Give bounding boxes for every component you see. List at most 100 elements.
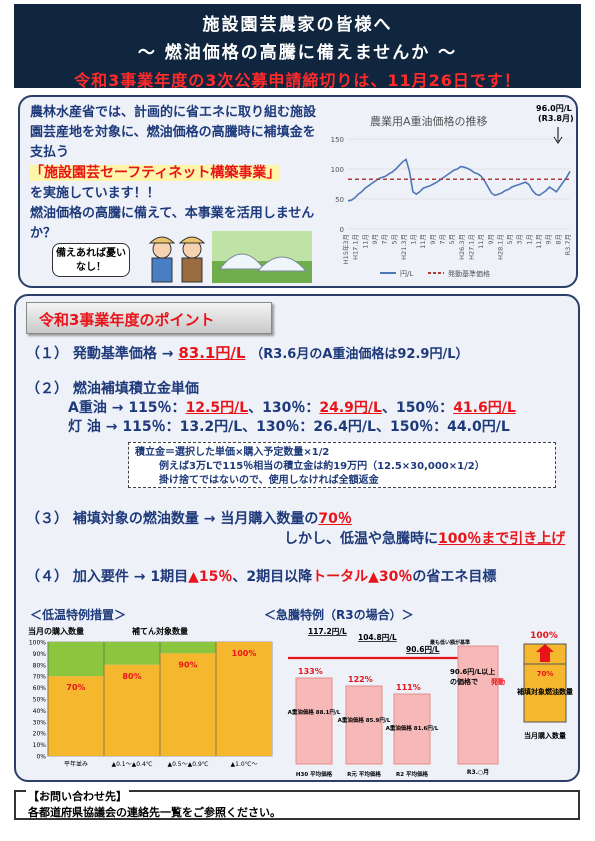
callout-price: 96.0円/L [536,104,572,113]
subsidy-bar [104,664,160,756]
low-temp-ylabel: 当月の購入数量 [28,626,84,636]
surge-pct: 133% [298,667,323,676]
note-line2: 例えば3万Lで115％相当の積立金は約19万円（12.5×30,000×1/2） [159,461,485,472]
legend-line-label: 円/L [400,270,413,278]
right-caption: 当月購入数量 [524,731,566,740]
surge-pct: 111% [396,683,421,692]
subsidy-bar [160,653,216,756]
purchase-excess-bar [104,642,160,665]
x-tick-label: 11月 [361,234,369,249]
point-4: （４） 加入要件 → 1期目▲15％、2期目以降トータル▲30％の省エネ目標 [26,566,496,586]
x-tick-label: 7月 [381,234,389,245]
y-tick-label: 20% [33,731,47,738]
pct-label: 100% [232,649,257,658]
a-value3: 41.6円/L [453,400,516,416]
intro-p1: 農林水産省では、計画的に省エネに取り組む施設園芸産地を対象に、燃油価格の高騰時に… [30,105,317,160]
y-tick-label: 80% [33,662,47,669]
point3-line2a: しかし、低温や急騰時に [284,531,438,547]
right-box [523,663,567,723]
surge-bar [345,685,383,765]
a-value2: 24.9円/L [319,400,382,416]
greenhouse-illustration [212,231,312,283]
point3-text: 当月購入数量の [220,511,319,527]
right-box-label: 補填対象燃油数量 [516,687,573,696]
surge-bar [295,677,333,765]
x-tick-label: 5月 [448,234,456,245]
a-heavy-oil-price-chart: 農業用A重油価格の推移 96.0円/L (R3.8月) 150 100 50 0 H1… [331,104,574,278]
x-tick-label: 9月 [487,234,495,245]
speech-bubble: 備えあれば憂いなし！ [52,243,130,277]
surge-price-label: 90.6円/L [406,645,440,654]
surge-bar-text: A重油価格 85.9円/L [338,716,391,724]
x-tick-label: H17.1月 [352,234,360,260]
category-label: ▲1.0℃～ [231,761,258,768]
header-line1: 施設園芸農家の皆様へ [202,15,393,35]
point4-d: トータル▲30％ [312,569,413,585]
point1-label: （１） 発動基準価格 → [26,346,174,362]
points-title: 令和3事業年度のポイント [26,302,272,334]
y-tick-label: 0 [340,226,344,234]
surge-bar-text: A重油価格 81.6円/L [386,724,439,732]
x-tick-label: 9月 [545,234,553,245]
point-1: （１） 発動基準価格 → 83.1円/L （R3.6月のA重油価格は92.9円/… [26,342,469,363]
farmers-illustration [148,236,206,283]
surge-bar-label: R2 平均価格 [396,770,428,778]
right-pct-top: 100% [530,631,558,641]
x-tick-label: 7月 [439,234,447,245]
surge-price-label: 104.8円/L [358,633,397,642]
point-2-a-heavy: A重油 → 115％：12.5円/L、130％：24.9円/L、150％：41.… [68,397,516,417]
pct-label: 70% [66,683,85,692]
x-tick-label: 1月 [410,234,418,245]
y-tick-label: 10% [33,742,47,749]
low-temp-title: ＜低温特例措置＞ [30,608,127,622]
y-tick-label: 40% [33,708,47,715]
contact-box: 【お問い合わせ先】 各都道府県協議会の連絡先一覧をご参照ください。 [14,788,580,820]
trigger-text3: 発動 [490,677,505,686]
callout-date: (R3.8月) [538,114,574,123]
surge-title: ＜急騰特例（R3の場合）＞ [264,608,414,622]
pct-label: 80% [122,672,141,681]
project-name: 「施設園芸セーフティネット構築事業」 [30,165,281,181]
r3-label: R3.○月 [467,768,489,776]
category-label: 平年並み [64,760,88,768]
category-label: ▲0.5～▲0.9℃ [167,761,208,768]
point1-value: 83.1円/L [178,344,246,362]
header-deadline: 令和3事業年度の3次公募申請締切りは、11月26日です！ [74,71,521,90]
x-tick-label: 8月 [554,234,562,245]
point4-e: の省エネ目標 [412,569,497,585]
surge-pct: 122% [348,675,373,684]
kerosene-label: 灯 油 → [68,419,118,435]
x-tick-label: 11月 [477,234,485,249]
kerosene-rates: 115％：13.2円/L、130％：26.4円/L、150％：44.0円/L [122,419,510,435]
x-tick-label: 11月 [535,234,543,249]
low-temp-chart: 当月の購入数量 補てん対象数量 100% 90% 80% 70% 60% 50% 40% 30… [28,626,273,768]
note-line3: 掛け捨てではないので、使用しなければ全額返金 [159,475,379,486]
intro-p3: 燃油価格の高騰に備えて、本事業を活用しませんか？ [30,206,315,241]
contact-body: 各都道府県協議会の連絡先一覧をご参照ください。 [28,806,281,819]
r3-bar [457,645,499,765]
a-value1: 12.5円/L [185,400,249,416]
x-tick-label: H15年3月 [341,234,350,264]
point1-note: （R3.6月のA重油価格は92.9円/L） [250,347,469,362]
note-line1: 積立金＝選択した単価×購入予定数量×1/2 [135,447,330,458]
points-box: 令和3事業年度のポイント （１） 発動基準価格 → 83.1円/L （R3.6月… [14,294,580,782]
point3-label: （３） 補填対象の燃油数量 → [26,511,216,527]
point-3-line2: しかし、低温や急騰時に100％まで引き上げ [284,528,565,548]
point3-line2b: 100％まで引き上げ [438,531,566,547]
x-tick-label: H21.3月 [400,234,408,260]
point4-label: （４） 加入要件 → [26,569,146,585]
chart-title: 農業用A重油価格の推移 [370,114,488,128]
reserve-note-box: 積立金＝選択した単価×購入予定数量×1/2 例えば3万Lで115％相当の積立金は… [128,442,556,488]
x-tick-label: H27.1月 [467,234,475,260]
point-2-label: （２） 燃油補填積立金単価 [26,381,199,397]
y-tick-label: 50% [33,697,47,704]
low-temp-subsidy-label: 補てん対象数量 [131,626,188,636]
point4-c: 、2期目以降 [232,569,313,585]
point3-value: 70％ [318,511,352,527]
point-2-kerosene: 灯 油 → 115％：13.2円/L、130％：26.4円/L、150％：44.… [68,416,510,436]
surge-bar-text: A重油価格 88.1円/L [288,708,341,716]
x-tick-label: 9月 [429,234,437,245]
y-tick-label: 150 [331,136,344,144]
point4-b: ▲15％ [188,569,233,585]
